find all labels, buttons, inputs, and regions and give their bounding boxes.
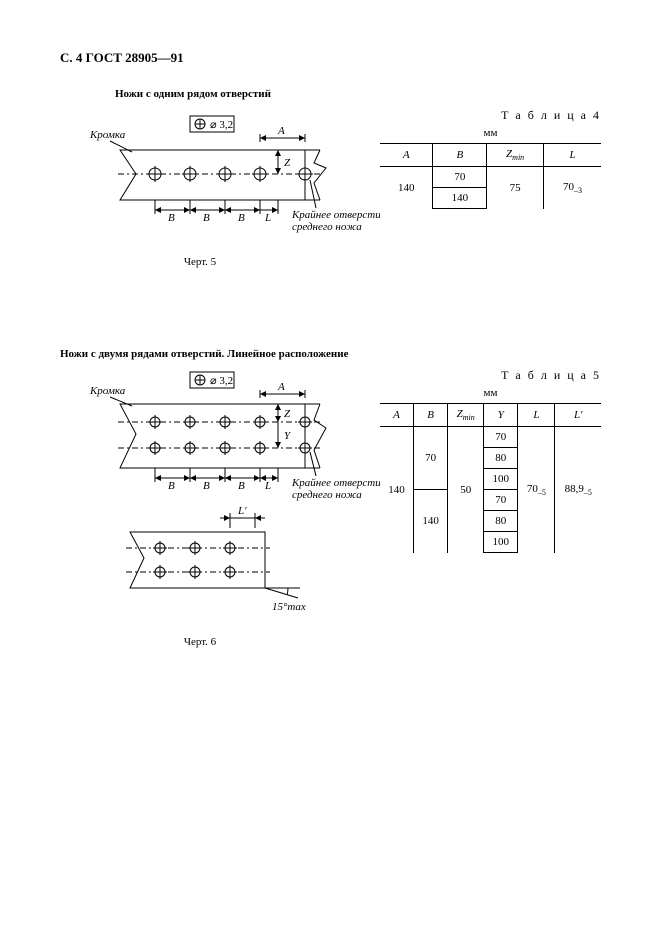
- t4-L: 70–3: [544, 167, 602, 209]
- svg-text:A: A: [277, 125, 285, 137]
- t5-Y5: 80: [484, 511, 518, 532]
- t4-h-L: L: [544, 144, 602, 167]
- table-4: A B Zmin L 140 70 75 70–3 140: [380, 143, 601, 209]
- figure-5: ⌀ 3,2 A Кромка: [60, 108, 380, 248]
- t5-B2: 140: [414, 490, 448, 553]
- svg-text:B: B: [203, 212, 210, 224]
- svg-text:L: L: [264, 212, 271, 224]
- svg-text:B: B: [168, 480, 175, 492]
- svg-text:среднего ножа: среднего ножа: [292, 489, 362, 501]
- page-header: С. 4 ГОСТ 28905—91: [60, 50, 601, 66]
- section2-title: Ножи с двумя рядами отверстий. Линейное …: [60, 348, 601, 360]
- svg-text:Y: Y: [284, 430, 292, 442]
- t5-h-Z: Zmin: [448, 404, 484, 427]
- svg-text:B: B: [203, 480, 210, 492]
- t5-Y1: 70: [484, 427, 518, 448]
- t5-Y6: 100: [484, 532, 518, 553]
- svg-text:L: L: [264, 480, 271, 492]
- svg-text:Кромка: Кромка: [89, 385, 126, 397]
- t4-Z: 75: [487, 167, 544, 209]
- t4-h-B: B: [433, 144, 487, 167]
- figure-6: ⌀ 3,2 A Кромка: [60, 368, 380, 628]
- t4-A: 140: [380, 167, 433, 209]
- t5-Y2: 80: [484, 448, 518, 469]
- t4-B1: 70: [433, 167, 487, 188]
- t4-B2: 140: [433, 188, 487, 209]
- t5-h-Lp: L′: [555, 404, 601, 427]
- svg-text:Крайнее отверстие: Крайнее отверстие: [291, 209, 380, 221]
- svg-text:⌀ 3,2: ⌀ 3,2: [210, 375, 233, 387]
- table4-unit: мм: [380, 127, 601, 139]
- svg-text:B: B: [168, 212, 175, 224]
- svg-text:A: A: [277, 381, 285, 393]
- svg-text:⌀ 3,2: ⌀ 3,2: [210, 119, 233, 131]
- t4-h-Z: Zmin: [487, 144, 544, 167]
- t5-Y3: 100: [484, 469, 518, 490]
- figure-5-caption: Черт. 5: [60, 256, 340, 268]
- table5-label: Т а б л и ц а 5: [380, 368, 601, 383]
- table4-label: Т а б л и ц а 4: [380, 108, 601, 123]
- t5-L: 70–5: [518, 427, 555, 553]
- svg-text:L′: L′: [237, 505, 247, 517]
- figure-6-caption: Черт. 6: [60, 636, 340, 648]
- svg-text:Z: Z: [284, 157, 291, 169]
- t5-Y4: 70: [484, 490, 518, 511]
- t5-A: 140: [380, 427, 414, 553]
- t5-Z: 50: [448, 427, 484, 553]
- table5-unit: мм: [380, 387, 601, 399]
- t5-B1: 70: [414, 427, 448, 490]
- table-5: A B Zmin Y L L′ 140 70 50 70 70–5 88,9–5…: [380, 403, 601, 553]
- svg-text:среднего ножа: среднего ножа: [292, 221, 362, 233]
- t5-h-Y: Y: [484, 404, 518, 427]
- t5-Lp: 88,9–5: [555, 427, 601, 553]
- svg-text:15°max: 15°max: [272, 601, 306, 613]
- svg-text:Крайнее отверстие: Крайнее отверстие: [291, 477, 380, 489]
- t5-h-B: B: [414, 404, 448, 427]
- svg-text:Кромка: Кромка: [89, 129, 126, 141]
- svg-text:B: B: [238, 480, 245, 492]
- svg-text:B: B: [238, 212, 245, 224]
- t5-h-A: A: [380, 404, 414, 427]
- svg-text:Z: Z: [284, 408, 291, 420]
- t4-h-A: A: [380, 144, 433, 167]
- t5-h-L: L: [518, 404, 555, 427]
- section1-title: Ножи с одним рядом отверстий: [115, 88, 601, 100]
